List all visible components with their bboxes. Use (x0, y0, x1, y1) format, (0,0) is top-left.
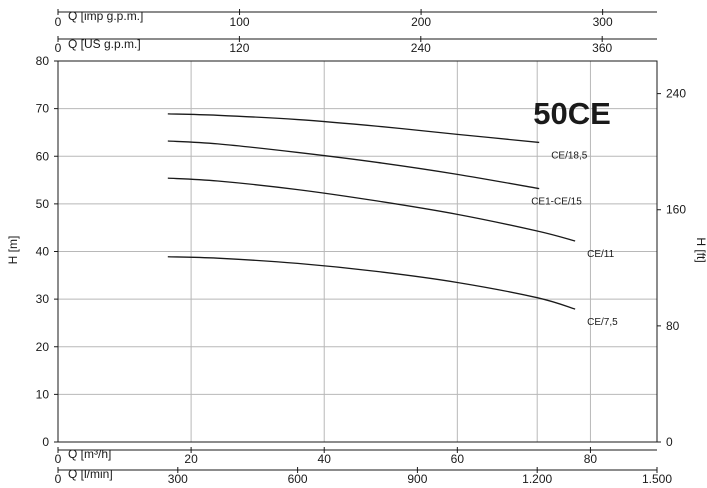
y-tick-label: 10 (36, 387, 50, 401)
x-tick-label-imp-gpm: 0 (55, 15, 62, 29)
curve-label: CE1-CE/15 (531, 197, 582, 208)
x-tick-label-l-min: 600 (288, 472, 308, 486)
x-tick-label-m3h: 60 (451, 452, 465, 466)
curve-CE/7,5 (167, 256, 576, 310)
curve-CE/11 (167, 177, 576, 242)
y-tick-label-right: 240 (666, 87, 686, 101)
curve-label: CE/11 (587, 249, 614, 260)
x-tick-label-m3h: 0 (55, 452, 62, 466)
y-axis-label-right: H [ft] (694, 237, 707, 262)
x-tick-label-l-min: 900 (407, 472, 427, 486)
x-tick-label-us-gpm: 360 (592, 41, 612, 55)
y-tick-label: 0 (42, 435, 49, 449)
x-tick-label-m3h: 80 (584, 452, 598, 466)
grid (58, 61, 657, 442)
x-tick-label-m3h: 40 (318, 452, 332, 466)
x-tick-label-l-min: 1.500 (642, 472, 672, 486)
x-tick-label-l-min: 1.200 (522, 472, 552, 486)
curve-CE1-CE/15 (167, 140, 540, 190)
curve-label: CE/18,5 (551, 150, 588, 161)
x-tick-label-l-min: 300 (168, 472, 188, 486)
axes (54, 9, 661, 473)
y-tick-label: 50 (36, 197, 50, 211)
x-tick-label-l-min: 0 (55, 472, 62, 486)
y-tick-label-right: 80 (666, 319, 680, 333)
x-axis-label-m3h: Q [m³/h] (68, 447, 111, 461)
curves: CE/18,5 CE1-CE/15 CE/11 CE/7,5 (167, 113, 618, 328)
x-axis-label-l-min: Q [l/min] (68, 467, 113, 481)
model-title: 50CE (533, 96, 611, 131)
x-tick-label-m3h: 20 (184, 452, 198, 466)
x-tick-label-imp-gpm: 100 (230, 15, 250, 29)
x-tick-label-imp-gpm: 300 (593, 15, 613, 29)
y-axis-label-left: H [m] (6, 236, 20, 265)
y-tick-label: 60 (36, 149, 50, 163)
y-tick-label: 20 (36, 340, 50, 354)
x-tick-label-us-gpm: 120 (229, 41, 249, 55)
x-tick-label-us-gpm: 0 (55, 41, 62, 55)
y-tick-label-right: 0 (666, 435, 673, 449)
curve-label: CE/7,5 (587, 317, 618, 328)
y-tick-label: 70 (36, 102, 50, 116)
x-tick-label-us-gpm: 240 (411, 41, 431, 55)
x-axis-label-us-gpm: Q [US g.p.m.] (68, 37, 141, 51)
x-tick-label-imp-gpm: 200 (411, 15, 431, 29)
y-tick-label: 30 (36, 292, 50, 306)
y-tick-label: 40 (36, 245, 50, 259)
y-tick-label: 80 (36, 54, 50, 68)
x-axis-label-imp-gpm: Q [imp g.p.m.] (68, 9, 143, 23)
y-tick-label-right: 160 (666, 203, 686, 217)
curve-CE/18,5 (167, 113, 540, 144)
